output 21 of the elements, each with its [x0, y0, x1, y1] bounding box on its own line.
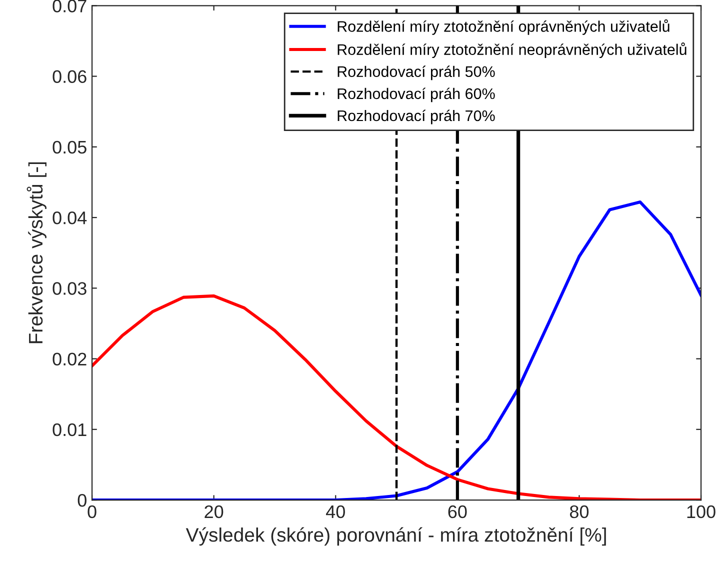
- ref-line-label: Rozhodovací práh 60%: [338, 88, 495, 102]
- y-tick-label: 0.07: [52, 0, 86, 12]
- y-tick-label: 0.06: [52, 70, 86, 83]
- y-tick-label: 0.05: [52, 140, 86, 154]
- y-tick-label: 0.03: [52, 282, 86, 295]
- x-tick-label: 60: [448, 505, 467, 518]
- legend-label: Rozdělení míry ztotožnění oprávněných uživatelů: [338, 19, 670, 35]
- x-axis-title: Výsledek (skóre) porovnání - míra ztotožnění [%]: [186, 527, 606, 546]
- y-tick-label: 0.04: [52, 211, 87, 224]
- y-tick-label: 0: [78, 494, 86, 507]
- legend-label: Rozdělení míry ztotožnění neoprávněných uživatelů: [338, 42, 686, 58]
- ref-line-label: Rozhodovací práh 70%: [338, 110, 495, 124]
- y-tick-label: 0.01: [52, 423, 86, 436]
- x-tick-label: 40: [326, 505, 345, 518]
- ref-line-label: Rozhodovací práh 50%: [338, 66, 495, 80]
- x-tick-label: 80: [570, 505, 589, 518]
- x-tick-label: 100: [687, 505, 716, 518]
- y-tick-label: 0.02: [52, 352, 86, 366]
- x-tick-label: 0: [88, 505, 96, 518]
- y-axis-title: Frekvence výskytů [-]: [26, 162, 46, 344]
- x-tick-label: 20: [204, 505, 224, 518]
